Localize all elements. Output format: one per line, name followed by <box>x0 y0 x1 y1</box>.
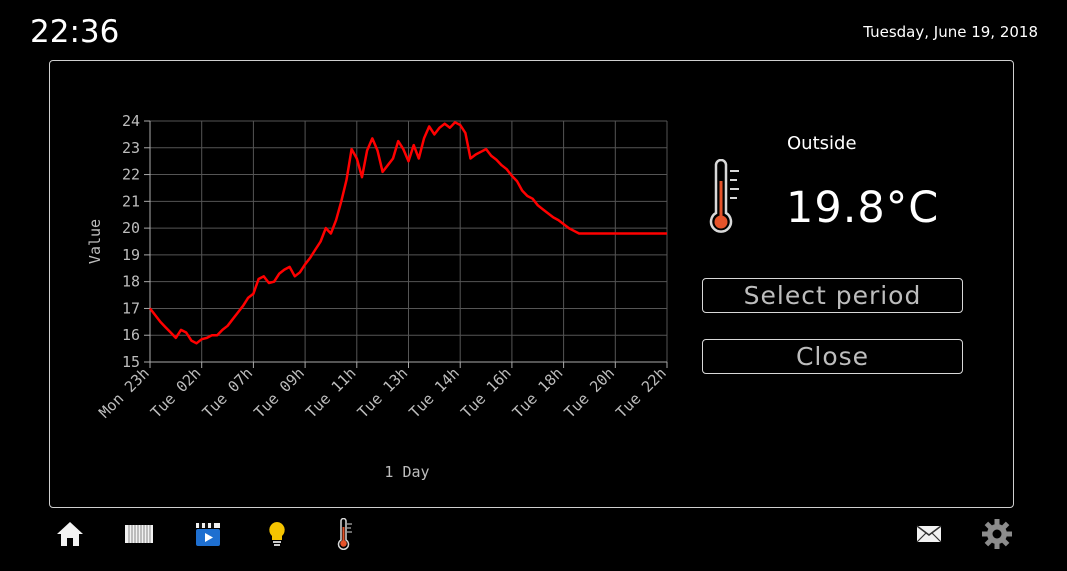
x-axis-label: 1 Day <box>384 463 429 481</box>
x-tick-label: Tue 13h <box>354 364 411 421</box>
sensor-location: Outside <box>787 133 857 154</box>
x-tick-label: Tue 07h <box>199 364 256 421</box>
select-period-button[interactable]: Select period <box>702 278 963 313</box>
y-tick-label: 18 <box>122 273 140 291</box>
x-tick-label: Tue 20h <box>561 364 618 421</box>
nav-climate[interactable] <box>332 516 356 552</box>
x-tick-label: Tue 11h <box>302 364 359 421</box>
radiator-icon <box>125 525 153 543</box>
series-line <box>149 121 667 345</box>
nav-home[interactable] <box>54 516 86 552</box>
thermometer-icon <box>337 518 352 550</box>
light-bulb-icon <box>269 522 285 546</box>
temperature-value: 19.8°C <box>786 183 940 233</box>
y-tick-label: 21 <box>122 192 140 210</box>
x-tick-label: Tue 02h <box>147 364 204 421</box>
y-axis-label: Value <box>86 219 104 264</box>
x-tick-label: Mon 23h <box>95 364 152 421</box>
y-tick-label: 17 <box>122 299 140 317</box>
x-tick-label: Tue 16h <box>457 364 514 421</box>
y-tick-label: 16 <box>122 326 140 344</box>
mail-icon <box>916 525 942 543</box>
clock: 22:36 <box>30 14 120 50</box>
home-icon <box>57 522 83 546</box>
y-tick-label: 19 <box>122 246 140 264</box>
date: Tuesday, June 19, 2018 <box>863 23 1038 41</box>
sensor-panel: 15 16 17 18 19 20 21 22 23 24 Mon 23h Tue 02h Tue 07… <box>49 60 1014 508</box>
nav-media[interactable] <box>192 516 224 552</box>
nav-radiator[interactable] <box>123 516 155 552</box>
y-tick-label: 20 <box>122 219 140 237</box>
nav-settings[interactable] <box>981 516 1013 552</box>
x-tick-label: Tue 09h <box>250 364 307 421</box>
y-tick-label: 23 <box>122 139 140 157</box>
nav-mail[interactable] <box>913 516 945 552</box>
y-tick-label: 22 <box>122 166 140 184</box>
y-tick-label: 24 <box>122 112 140 130</box>
y-tick-label: 15 <box>122 353 140 371</box>
x-tick-label: Tue 14h <box>406 364 463 421</box>
x-tick-label: Tue 22h <box>612 364 669 421</box>
close-button[interactable]: Close <box>702 339 963 374</box>
x-tick-label: Tue 18h <box>509 364 566 421</box>
gear-icon <box>982 519 1012 549</box>
nav-lights[interactable] <box>262 516 292 552</box>
thermometer-icon <box>709 159 739 233</box>
media-icon <box>196 523 220 546</box>
